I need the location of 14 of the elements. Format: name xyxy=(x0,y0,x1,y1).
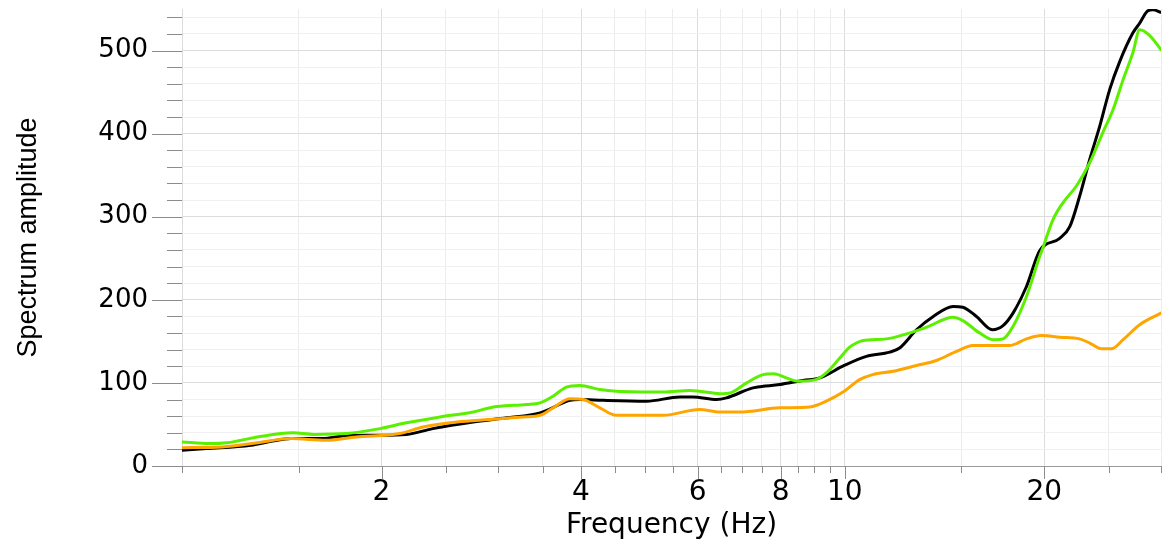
y-axis-title: Spectrum amplitude xyxy=(11,117,42,358)
x-tick-label: 20 xyxy=(1026,474,1063,508)
y-tick-label: 300 xyxy=(98,199,148,230)
y-tick-label: 400 xyxy=(98,116,148,147)
x-tick-label: 2 xyxy=(372,474,391,508)
x-axis-title: Frequency (Hz) xyxy=(565,507,778,541)
x-tick-label: 6 xyxy=(688,474,707,508)
x-tick-label: 4 xyxy=(572,474,590,508)
y-tick-label: 500 xyxy=(98,33,148,64)
y-tick-label: 100 xyxy=(98,365,148,396)
x-tick-label: 10 xyxy=(826,474,863,508)
y-tick-label: 0 xyxy=(131,448,148,479)
y-tick-label: 200 xyxy=(98,282,148,313)
x-tick-label: 8 xyxy=(771,474,790,508)
